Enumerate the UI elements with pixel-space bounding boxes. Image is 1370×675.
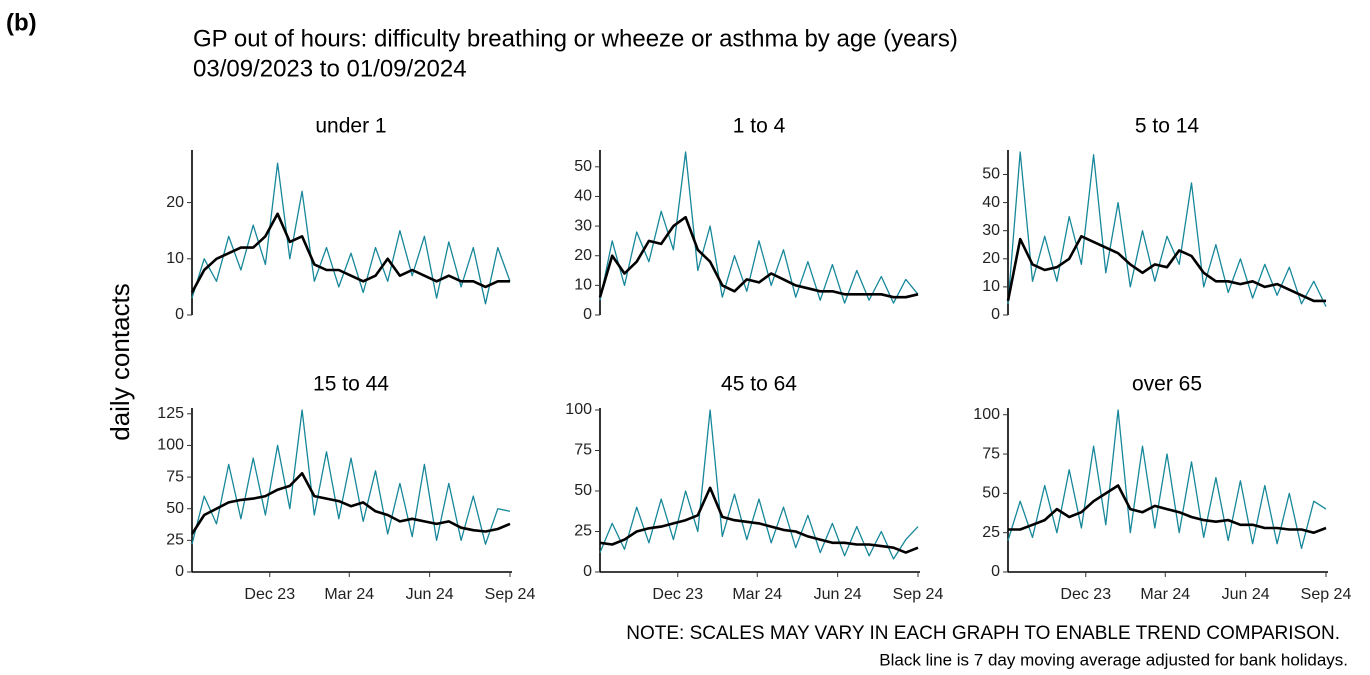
panel-title: 1 to 4 <box>733 115 786 138</box>
x-tick-label: Sep 24 <box>485 586 536 603</box>
y-tick-label: 0 <box>175 563 184 580</box>
y-tick-label: 0 <box>175 306 184 323</box>
y-tick-label: 30 <box>574 217 592 234</box>
y-tick-label: 75 <box>574 442 592 459</box>
y-axis-label: daily contacts <box>105 283 135 441</box>
x-tick-label: Dec 23 <box>1060 586 1111 603</box>
x-tick-label: Sep 24 <box>893 586 944 603</box>
panel-title: under 1 <box>315 115 386 138</box>
daily-line <box>191 162 511 305</box>
y-tick-label: 100 <box>157 437 184 454</box>
panel-title: 5 to 14 <box>1135 115 1200 138</box>
daily-line <box>599 151 919 304</box>
figure-title: GP out of hours: difficulty breathing or… <box>193 25 958 52</box>
figure-subtitle: 03/09/2023 to 01/09/2024 <box>193 55 467 82</box>
y-tick-label: 100 <box>565 401 592 418</box>
y-tick-label: 10 <box>166 250 184 267</box>
x-tick-label: Mar 24 <box>732 586 782 603</box>
y-tick-label: 20 <box>574 247 592 264</box>
y-tick-label: 40 <box>574 188 592 205</box>
y-tick-label: 25 <box>982 524 1000 541</box>
y-tick-label: 50 <box>574 158 592 175</box>
y-tick-label: 50 <box>982 166 1000 183</box>
y-tick-label: 0 <box>583 306 592 323</box>
x-tick-label: Dec 23 <box>652 586 703 603</box>
x-tick-label: Dec 23 <box>244 586 295 603</box>
daily-line <box>191 409 511 545</box>
average-line <box>599 486 919 554</box>
y-tick-label: 25 <box>574 523 592 540</box>
y-tick-label: 75 <box>166 468 184 485</box>
average-line <box>190 472 511 535</box>
x-tick-label: Jun 24 <box>1222 586 1270 603</box>
y-tick-label: 40 <box>982 194 1000 211</box>
y-tick-label: 0 <box>583 563 592 580</box>
y-tick-label: 0 <box>991 563 1000 580</box>
panel-title: 45 to 64 <box>721 373 797 396</box>
y-tick-label: 0 <box>991 306 1000 323</box>
y-tick-label: 25 <box>166 532 184 549</box>
y-tick-label: 20 <box>982 250 1000 267</box>
y-tick-label: 30 <box>982 222 1000 239</box>
note: Black line is 7 day moving average adjus… <box>879 650 1348 669</box>
panel-label: (b) <box>6 9 37 36</box>
panel-title: 15 to 44 <box>313 373 389 396</box>
x-tick-label: Mar 24 <box>324 586 374 603</box>
x-tick-label: Sep 24 <box>1301 586 1352 603</box>
y-tick-label: 50 <box>574 482 592 499</box>
average-line <box>1008 484 1327 534</box>
y-tick-label: 100 <box>973 406 1000 423</box>
daily-line <box>599 409 919 560</box>
x-tick-label: Jun 24 <box>406 586 454 603</box>
panel-title: over 65 <box>1132 373 1202 396</box>
y-tick-label: 50 <box>166 500 184 517</box>
note: NOTE: SCALES MAY VARY IN EACH GRAPH TO E… <box>626 623 1340 644</box>
y-tick-label: 125 <box>157 405 184 422</box>
y-tick-label: 50 <box>982 485 1000 502</box>
y-tick-label: 10 <box>574 277 592 294</box>
average-line <box>190 212 510 294</box>
y-tick-label: 20 <box>166 194 184 211</box>
y-tick-label: 75 <box>982 445 1000 462</box>
y-tick-label: 10 <box>982 278 1000 295</box>
average-line <box>1006 235 1326 303</box>
average-line <box>598 215 919 299</box>
x-tick-label: Mar 24 <box>1140 586 1190 603</box>
x-tick-label: Jun 24 <box>814 586 862 603</box>
